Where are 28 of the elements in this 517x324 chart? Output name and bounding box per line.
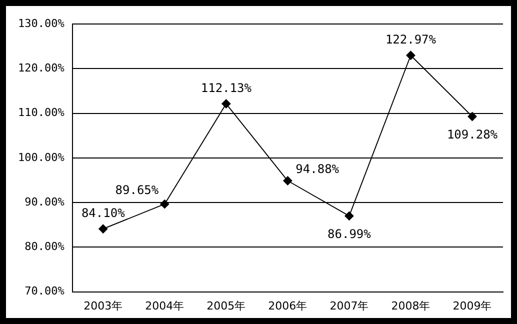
y-tick-label: 120.00% [18,61,65,74]
data-label: 94.88% [296,162,340,176]
y-tick-label: 90.00% [24,195,65,208]
point [222,99,231,108]
data-label: 122.97% [385,32,437,46]
point [283,176,292,186]
x-tick-label: 2006年 [268,299,308,312]
point [98,224,108,234]
y-tick-label: 80.00% [24,240,65,254]
data-label: 84.10% [81,206,126,220]
y-tick-label: 110.00% [18,106,65,120]
x-tick-label: 2004年 [145,299,184,312]
y-tick-label: 130.00% [18,16,65,30]
point [406,50,416,60]
point [344,211,354,220]
point [160,200,170,209]
data-label: 89.65% [115,183,160,198]
data-label: 86.99% [328,226,372,241]
x-tick-label: 2008年 [391,299,430,312]
x-tick-label: 2005年 [206,299,246,312]
y-tick-label: 70.00% [24,284,65,298]
y-tick-label: 100.00% [18,150,65,164]
x-tick-label: 2003年 [84,299,123,312]
data-label: 112.13% [200,80,252,95]
point [468,112,477,121]
data-label: 109.28% [446,127,498,142]
x-tick-label: 2009年 [452,299,492,312]
x-tick-label: 2007年 [330,299,369,312]
